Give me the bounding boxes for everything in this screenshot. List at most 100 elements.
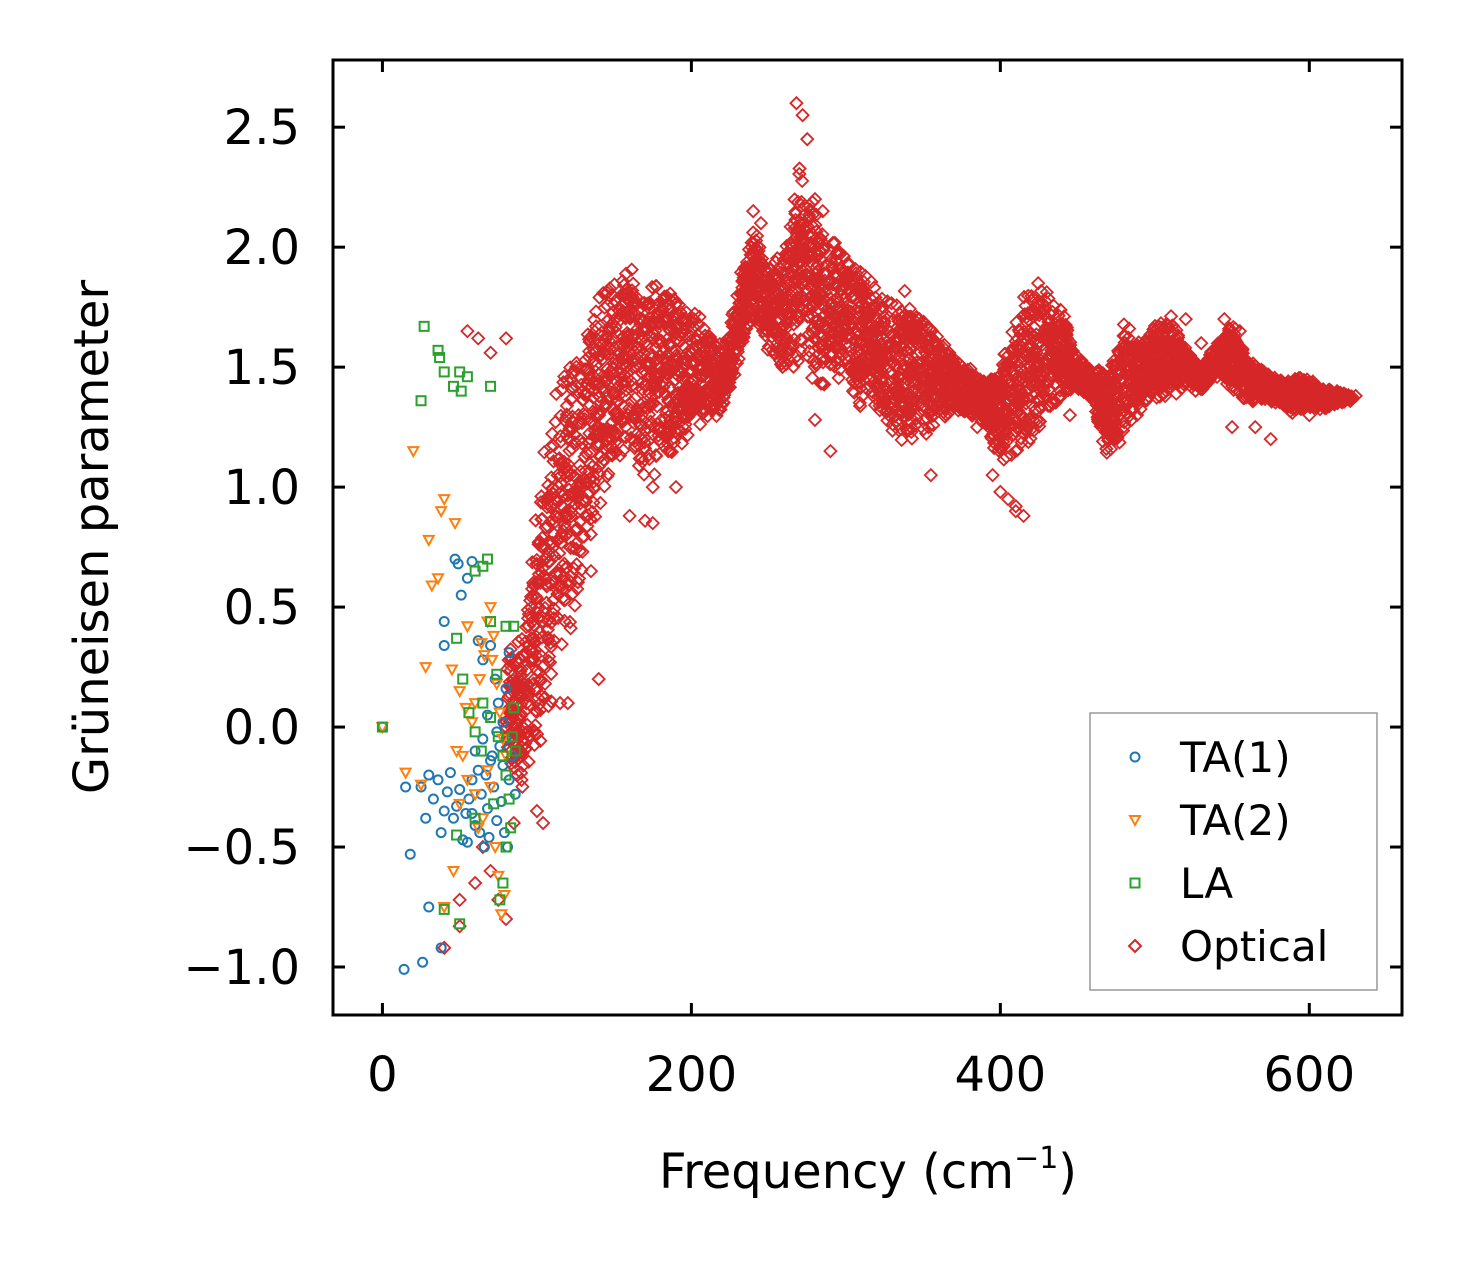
optical-point [1305, 374, 1321, 389]
optical-point [702, 400, 718, 416]
optical-point [753, 215, 769, 231]
optical-point [1103, 372, 1119, 387]
optical-point [668, 479, 684, 495]
optical-point [1057, 347, 1073, 363]
optical-point [526, 578, 542, 593]
optical-point [643, 390, 658, 406]
optical-point [503, 642, 518, 657]
optical-point [885, 327, 900, 343]
optical-point [599, 346, 614, 361]
optical-point [535, 815, 551, 831]
optical-point [1302, 407, 1317, 423]
optical-point [788, 206, 803, 222]
optical-point [568, 541, 584, 557]
optical-point [653, 368, 669, 383]
optical-point [563, 392, 579, 407]
optical-point [747, 308, 762, 323]
optical-point [1024, 293, 1039, 308]
optical-point [934, 371, 949, 387]
optical-point [790, 353, 806, 369]
optical-point [560, 695, 576, 711]
optical-point [815, 287, 830, 302]
optical-point [824, 304, 839, 320]
ta-1-point [423, 901, 435, 913]
optical-point [1008, 503, 1024, 519]
optical-point [797, 235, 812, 250]
optical-point [781, 250, 797, 265]
optical-point [636, 467, 652, 482]
optical-point [578, 407, 593, 423]
optical-point [1150, 342, 1166, 357]
optical-point [677, 409, 692, 424]
optical-point [795, 269, 810, 285]
optical-point [622, 309, 638, 325]
optical-point [548, 386, 564, 402]
optical-point [1039, 285, 1055, 300]
optical-point [1030, 275, 1046, 291]
optical-point [539, 499, 555, 515]
optical-point [511, 651, 527, 666]
optical-point [807, 191, 823, 207]
optical-point [637, 435, 652, 450]
optical-point [460, 323, 475, 339]
optical-point [452, 892, 467, 908]
optical-point [626, 296, 642, 311]
optical-point [1198, 359, 1213, 374]
optical-point [607, 434, 623, 450]
optical-point [872, 394, 887, 410]
optical-point [932, 392, 947, 408]
optical-point [538, 572, 554, 587]
optical-point [687, 306, 703, 322]
optical-point [830, 356, 845, 371]
optical-point [920, 387, 936, 403]
optical-point [902, 365, 918, 381]
ta-1-point [400, 781, 412, 793]
optical-point [897, 283, 912, 299]
optical-point [629, 322, 644, 337]
optical-point [562, 421, 577, 436]
optical-point [1060, 350, 1075, 366]
optical-point [715, 381, 731, 396]
optical-point [599, 433, 614, 448]
optical-point [668, 348, 684, 363]
optical-point [645, 515, 661, 531]
optical-point [1259, 367, 1275, 382]
optical-point [556, 375, 571, 390]
optical-point [854, 388, 870, 404]
optical-point [993, 484, 1008, 500]
optical-point [767, 278, 782, 294]
optical-point [824, 297, 839, 313]
optical-point [1235, 346, 1251, 361]
optical-point [591, 671, 606, 687]
optical-point [689, 388, 705, 404]
optical-point [516, 676, 531, 691]
optical-point [1104, 368, 1120, 384]
optical-point [556, 592, 572, 608]
optical-point [736, 295, 752, 311]
optical-point [674, 312, 690, 328]
optical-point [695, 350, 710, 365]
optical-point [556, 523, 571, 539]
optical-point [783, 336, 799, 352]
optical-point [577, 361, 593, 377]
optical-point [1195, 381, 1210, 397]
optical-point [1057, 319, 1073, 335]
optical-point [779, 250, 794, 266]
optical-point [802, 209, 817, 225]
optical-point [1259, 383, 1275, 399]
optical-point [554, 636, 569, 652]
optical-point [1003, 359, 1019, 375]
optical-point [734, 273, 750, 289]
optical-point [778, 268, 793, 284]
optical-point [1045, 369, 1061, 385]
optical-point [702, 329, 718, 345]
optical-point [584, 459, 600, 475]
plot-markers [375, 95, 1363, 975]
optical-point [647, 467, 662, 482]
optical-point [825, 277, 840, 292]
optical-point [1225, 319, 1241, 335]
optical-point [797, 273, 813, 289]
optical-point [591, 366, 606, 382]
optical-point [859, 340, 875, 355]
optical-point [506, 815, 522, 831]
